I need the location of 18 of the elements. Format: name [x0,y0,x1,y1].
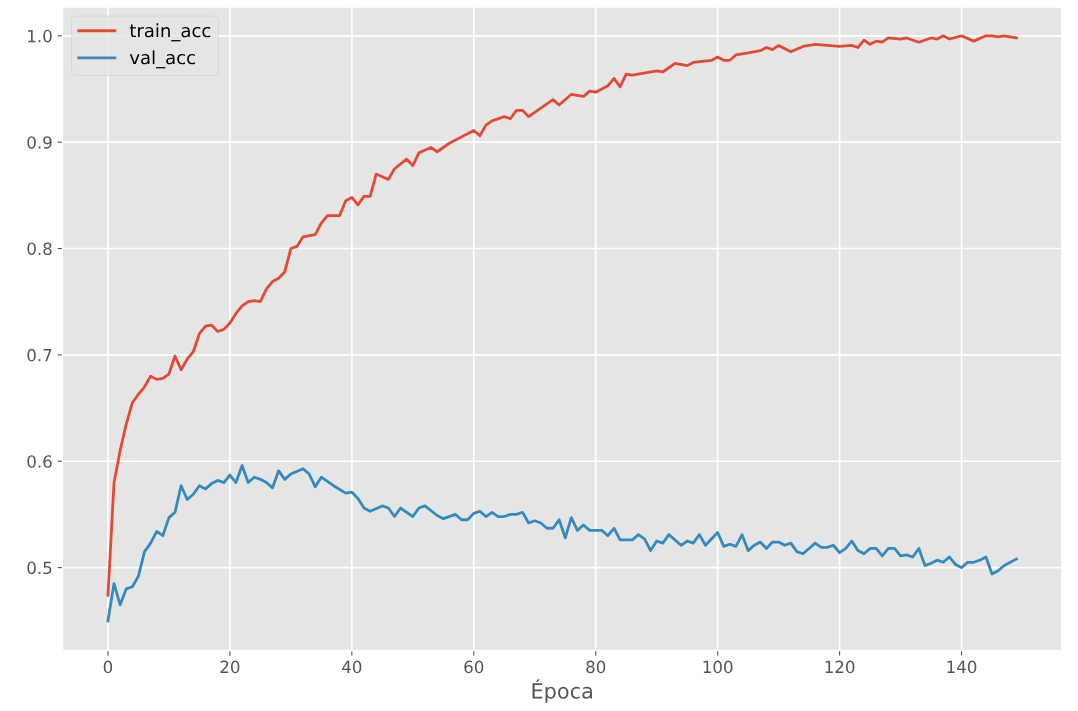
line-series [106,464,1018,623]
x-tick-label: 140 [947,660,977,674]
legend-label: val_acc [129,50,195,69]
y-tick-label: 1.0 [28,29,52,43]
y-tick-label: 0.5 [27,561,52,575]
x-tick-label: 40 [342,660,362,674]
x-tick-label: 20 [220,660,240,674]
y-tick-label: 0.6 [27,455,52,468]
x-tick-label: 120 [825,660,855,674]
x-axis-title: Época [532,679,592,703]
y-tick-label: 0.9 [27,136,52,149]
x-tick-label: 100 [703,660,733,674]
y-tick-label: 0.7 [27,348,52,362]
x-tick-label: 80 [586,660,606,674]
y-tick-label: 0.8 [27,242,52,256]
x-tick-label: 60 [464,660,484,674]
x-tick-label: 0 [103,660,113,674]
legend-label: train_acc [129,23,211,42]
